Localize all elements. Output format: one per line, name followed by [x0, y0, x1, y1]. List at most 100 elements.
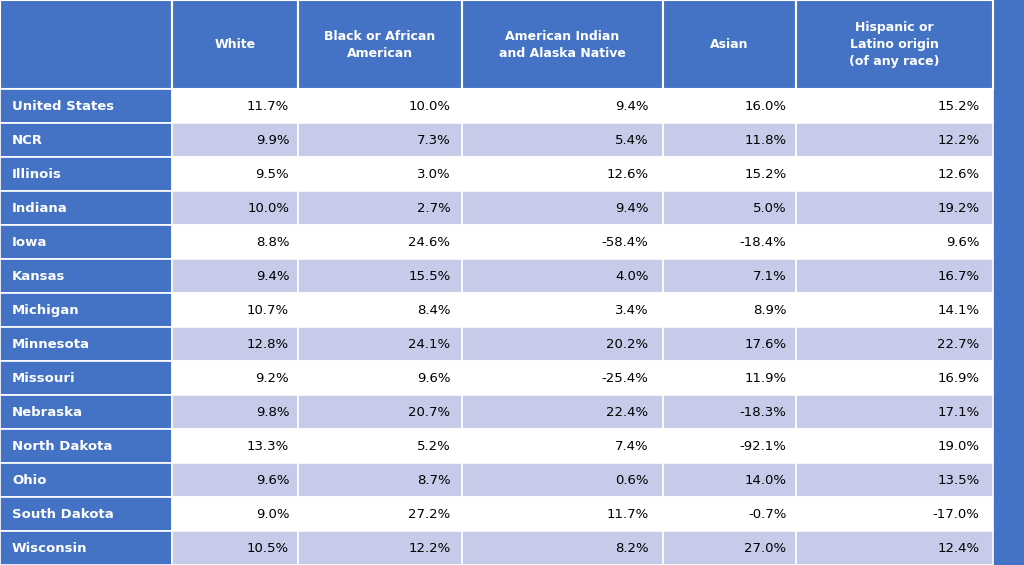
Bar [796, 293, 993, 327]
Bar [663, 395, 796, 429]
Bar [298, 531, 462, 565]
Bar [298, 225, 462, 259]
Text: 9.4%: 9.4% [615, 100, 648, 113]
Text: Kansas: Kansas [12, 270, 66, 282]
Text: 8.8%: 8.8% [256, 236, 289, 249]
Text: Iowa: Iowa [12, 236, 47, 249]
Bar [0, 395, 172, 429]
Text: 12.2%: 12.2% [409, 541, 451, 554]
Text: 11.9%: 11.9% [744, 372, 786, 385]
Text: -17.0%: -17.0% [933, 507, 979, 520]
Text: 9.0%: 9.0% [256, 507, 289, 520]
Bar [663, 463, 796, 497]
Bar [0, 429, 172, 463]
Bar [796, 497, 993, 531]
Text: 2.7%: 2.7% [417, 202, 451, 215]
Bar [796, 89, 993, 123]
Text: 19.2%: 19.2% [937, 202, 979, 215]
Text: 0.6%: 0.6% [615, 473, 648, 486]
Bar [462, 0, 663, 89]
Bar [663, 157, 796, 191]
Bar [462, 89, 663, 123]
Text: -58.4%: -58.4% [602, 236, 648, 249]
Bar [298, 361, 462, 395]
Text: 11.8%: 11.8% [744, 134, 786, 147]
Text: 5.2%: 5.2% [417, 440, 451, 453]
Text: 10.0%: 10.0% [409, 100, 451, 113]
Bar [796, 361, 993, 395]
Text: 9.4%: 9.4% [256, 270, 289, 282]
Text: 10.0%: 10.0% [247, 202, 289, 215]
Text: Asian: Asian [710, 38, 749, 51]
Text: 9.6%: 9.6% [946, 236, 979, 249]
Text: 15.2%: 15.2% [937, 100, 979, 113]
Bar [663, 89, 796, 123]
Bar [796, 395, 993, 429]
Bar [462, 327, 663, 361]
Text: 9.6%: 9.6% [417, 372, 451, 385]
Text: 12.2%: 12.2% [937, 134, 979, 147]
Bar [796, 429, 993, 463]
Bar [796, 123, 993, 157]
Text: 12.4%: 12.4% [937, 541, 979, 554]
Text: 8.4%: 8.4% [417, 303, 451, 316]
Bar [298, 191, 462, 225]
Text: 9.6%: 9.6% [256, 473, 289, 486]
Text: 10.5%: 10.5% [247, 541, 289, 554]
Bar [172, 225, 298, 259]
Bar [0, 157, 172, 191]
Text: 27.0%: 27.0% [744, 541, 786, 554]
Bar [172, 463, 298, 497]
Bar [0, 361, 172, 395]
Text: 8.9%: 8.9% [753, 303, 786, 316]
Bar [663, 123, 796, 157]
Text: 5.0%: 5.0% [753, 202, 786, 215]
Bar [298, 157, 462, 191]
Text: Missouri: Missouri [12, 372, 76, 385]
Bar [462, 293, 663, 327]
Text: 4.0%: 4.0% [615, 270, 648, 282]
Bar [462, 123, 663, 157]
Bar [172, 361, 298, 395]
Bar [462, 463, 663, 497]
Text: North Dakota: North Dakota [12, 440, 113, 453]
Text: 7.3%: 7.3% [417, 134, 451, 147]
Bar [462, 259, 663, 293]
Text: 8.2%: 8.2% [614, 541, 648, 554]
Text: 9.4%: 9.4% [615, 202, 648, 215]
Bar [172, 123, 298, 157]
Text: 20.2%: 20.2% [606, 338, 648, 351]
Text: 5.4%: 5.4% [614, 134, 648, 147]
Bar [172, 191, 298, 225]
Text: Hispanic or
Latino origin
(of any race): Hispanic or Latino origin (of any race) [849, 21, 940, 68]
Text: 16.9%: 16.9% [937, 372, 979, 385]
Text: 12.6%: 12.6% [606, 168, 648, 181]
Bar [298, 0, 462, 89]
Bar [0, 293, 172, 327]
Bar [0, 259, 172, 293]
Bar [663, 191, 796, 225]
Bar [663, 531, 796, 565]
Text: 9.2%: 9.2% [256, 372, 289, 385]
Bar [663, 293, 796, 327]
Bar [172, 395, 298, 429]
Bar [172, 531, 298, 565]
Bar [298, 463, 462, 497]
Bar [462, 361, 663, 395]
Text: Wisconsin: Wisconsin [12, 541, 87, 554]
Text: 13.3%: 13.3% [247, 440, 289, 453]
Text: 13.5%: 13.5% [937, 473, 979, 486]
Bar [0, 463, 172, 497]
Text: -0.7%: -0.7% [748, 507, 786, 520]
Bar [796, 531, 993, 565]
Text: South Dakota: South Dakota [12, 507, 114, 520]
Bar [796, 463, 993, 497]
Bar [796, 225, 993, 259]
Bar [0, 497, 172, 531]
Text: 24.6%: 24.6% [409, 236, 451, 249]
Bar [0, 531, 172, 565]
Bar [663, 259, 796, 293]
Text: 16.0%: 16.0% [744, 100, 786, 113]
Bar [796, 259, 993, 293]
Text: 7.4%: 7.4% [614, 440, 648, 453]
